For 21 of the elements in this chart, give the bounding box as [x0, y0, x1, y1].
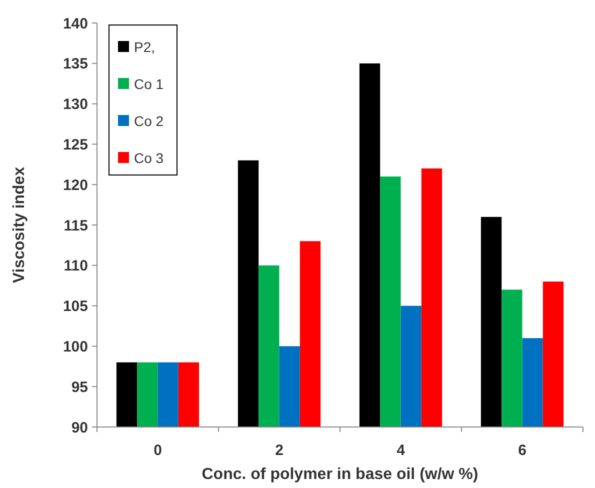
y-tick-label: 95 — [71, 378, 88, 396]
y-tick-label: 90 — [71, 419, 88, 436]
x-tick-label: 4 — [396, 442, 406, 459]
y-axis-title: Viscosity index — [11, 166, 28, 284]
y-tick-label: 130 — [62, 96, 88, 114]
y-tick-label: 140 — [62, 15, 88, 32]
y-tick-label: 105 — [62, 298, 88, 316]
y-tick-label: 135 — [62, 56, 88, 73]
legend-label: Co 3 — [134, 150, 164, 166]
x-tick-label: 0 — [154, 442, 162, 459]
x-tick-label: 2 — [275, 442, 284, 459]
y-tick-label: 100 — [62, 338, 88, 356]
legend-label: P2, — [134, 38, 156, 55]
y-tick-label: 120 — [62, 176, 88, 194]
y-tick-label: 115 — [64, 217, 88, 234]
x-axis-title: Conc. of polymer in base oil (w/w %) — [202, 466, 478, 483]
y-tick-label: 125 — [62, 136, 88, 154]
legend-label: Co 2 — [134, 112, 164, 129]
y-tick-label: 110 — [64, 258, 88, 275]
legend-label: Co 1 — [134, 76, 164, 92]
x-tick-label: 6 — [518, 442, 526, 459]
